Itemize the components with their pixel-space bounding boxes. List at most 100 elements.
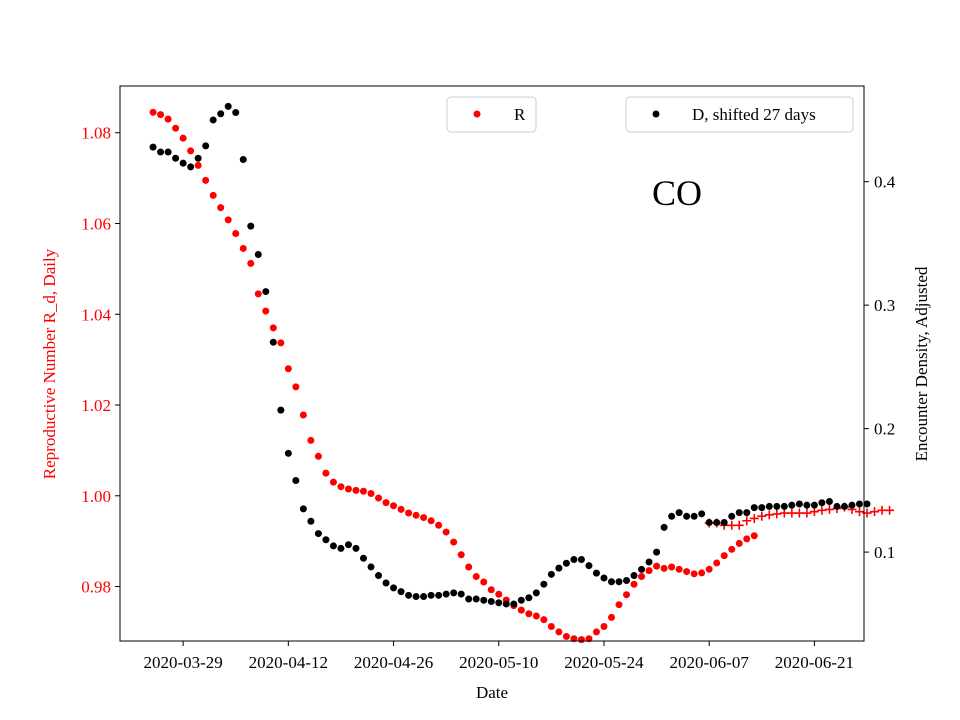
point-d-shifted-27-days: [427, 591, 435, 599]
point-d-shifted-27-days: [840, 502, 848, 510]
point-d-shifted-27-days: [187, 163, 195, 171]
point-d-shifted-27-days: [202, 142, 210, 150]
point-d-shifted-27-days: [810, 501, 818, 509]
point-d-shifted-27-days: [314, 530, 322, 538]
point-r: [570, 635, 578, 643]
point-d-shifted-27-days: [194, 154, 202, 162]
point-r: [480, 578, 488, 586]
point-r: [164, 115, 172, 123]
point-d-shifted-27-days: [149, 143, 157, 151]
point-r: [495, 590, 503, 598]
legend-d: D, shifted 27 days: [625, 96, 854, 133]
point-d-shifted-27-days: [269, 338, 277, 346]
point-r-projected: [817, 505, 827, 515]
point-d-shifted-27-days: [735, 509, 743, 517]
point-r: [547, 622, 555, 630]
point-d-shifted-27-days: [420, 593, 428, 601]
point-r: [607, 613, 615, 621]
point-r: [299, 411, 307, 419]
point-r: [743, 535, 751, 543]
point-d-shifted-27-days: [570, 556, 578, 564]
point-d-shifted-27-days: [472, 595, 480, 603]
point-d-shifted-27-days: [337, 544, 345, 552]
y-right-tick-label: 0.3: [874, 296, 895, 315]
point-r: [705, 565, 713, 573]
point-r: [269, 324, 277, 332]
y-left-tick-label: 1.02: [81, 396, 111, 415]
point-r: [653, 562, 661, 570]
x-tick-label: 2020-03-29: [143, 653, 222, 672]
point-r: [382, 499, 390, 507]
point-d-shifted-27-days: [615, 578, 623, 586]
point-d-shifted-27-days: [375, 572, 383, 580]
point-r-projected: [877, 505, 887, 515]
point-d-shifted-27-days: [405, 591, 413, 599]
point-d-shifted-27-days: [795, 500, 803, 508]
point-d-shifted-27-days: [284, 449, 292, 457]
y-right-tick-label: 0.1: [874, 543, 895, 562]
point-d-shifted-27-days: [833, 502, 841, 510]
point-r: [149, 108, 157, 116]
point-r: [232, 229, 240, 237]
point-d-shifted-27-days: [705, 518, 713, 526]
point-d-shifted-27-days: [780, 502, 788, 510]
point-d-shifted-27-days: [848, 501, 856, 509]
point-d-shifted-27-days: [592, 569, 600, 577]
y-right-axis-label: Encounter Density, Adjusted: [912, 266, 931, 461]
point-d-shifted-27-days: [660, 523, 668, 531]
point-r-projected: [802, 508, 812, 518]
point-d-shifted-27-days: [344, 541, 352, 549]
point-d-shifted-27-days: [525, 594, 533, 602]
point-r: [623, 591, 631, 599]
point-d-shifted-27-days: [457, 590, 465, 598]
point-d-shifted-27-days: [698, 510, 706, 518]
point-r: [284, 365, 292, 373]
y-left-axis-label: Reproductive Number R_d, Daily: [40, 248, 59, 479]
point-d-shifted-27-days: [239, 155, 247, 163]
point-d-shifted-27-days: [803, 501, 811, 509]
point-d-shifted-27-days: [623, 576, 631, 584]
point-d-shifted-27-days: [720, 518, 728, 526]
point-d-shifted-27-days: [442, 590, 450, 598]
y-left-tick-label: 1.04: [81, 305, 111, 324]
point-d-shifted-27-days: [367, 563, 375, 571]
point-d-shifted-27-days: [577, 556, 585, 564]
legend-d-marker: [652, 110, 660, 118]
point-d-shifted-27-days: [690, 512, 698, 520]
point-r: [375, 494, 383, 502]
point-r: [217, 204, 225, 212]
point-d-shifted-27-days: [359, 554, 367, 562]
point-r: [390, 502, 398, 510]
point-r: [690, 570, 698, 578]
point-d-shifted-27-days: [825, 497, 833, 505]
point-r: [344, 485, 352, 493]
point-d-shifted-27-days: [555, 564, 563, 572]
point-r-projected: [870, 507, 880, 517]
point-r: [517, 606, 525, 614]
point-d-shifted-27-days: [758, 504, 766, 512]
point-r: [442, 528, 450, 536]
point-d-shifted-27-days: [743, 509, 751, 517]
point-r: [540, 616, 548, 624]
point-d-shifted-27-days: [855, 500, 863, 508]
point-r-projected: [764, 510, 774, 520]
x-tick-label: 2020-05-24: [564, 653, 644, 672]
point-d-shifted-27-days: [517, 596, 525, 604]
point-d-shifted-27-days: [765, 502, 773, 510]
point-d-shifted-27-days: [254, 251, 262, 259]
point-d-shifted-27-days: [382, 579, 390, 587]
point-d-shifted-27-days: [179, 159, 187, 167]
point-d-shifted-27-days: [510, 600, 518, 608]
point-r: [435, 521, 443, 529]
point-r: [555, 628, 563, 636]
point-d-shifted-27-days: [495, 599, 503, 607]
point-d-shifted-27-days: [247, 222, 255, 230]
point-r: [577, 636, 585, 644]
point-r: [668, 563, 676, 571]
point-r-projected: [779, 508, 789, 518]
point-r: [157, 111, 165, 119]
point-r: [187, 147, 195, 155]
point-r-projected: [742, 516, 752, 526]
point-d-shifted-27-days: [164, 148, 172, 156]
point-d-shifted-27-days: [397, 588, 405, 596]
